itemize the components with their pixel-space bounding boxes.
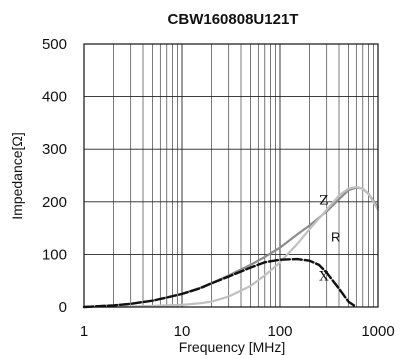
series-lines — [82, 186, 380, 309]
series-line-z — [82, 186, 380, 309]
series-annotation-x: X — [319, 270, 329, 285]
plot-frame — [83, 43, 379, 308]
x-axis-label: Frequency [MHz] — [179, 339, 286, 355]
series-annotation-r: R — [331, 229, 340, 244]
series-line-x — [82, 257, 358, 309]
x-tick-label: 100 — [267, 323, 292, 340]
y-tick-label: 0 — [59, 299, 67, 316]
grid-lines — [84, 44, 378, 307]
series-annotations: Z R X — [319, 193, 340, 284]
x-tick-label: 10 — [174, 323, 191, 340]
y-tick-label: 500 — [42, 36, 67, 53]
y-axis-label: Impedance[Ω] — [9, 132, 25, 220]
y-tick-label: 200 — [42, 194, 67, 211]
y-tick-label: 100 — [42, 246, 67, 263]
y-tick-label: 400 — [42, 89, 67, 106]
tick-labels: 1 10 100 1000 0 100 200 300 400 500 — [42, 36, 395, 340]
x-tick-label: 1 — [80, 323, 88, 340]
series-line-r — [82, 186, 380, 309]
chart-title: CBW160808U121T — [168, 11, 299, 28]
x-tick-label: 1000 — [361, 323, 394, 340]
y-tick-label: 300 — [42, 141, 67, 158]
series-annotation-z: Z — [319, 193, 328, 208]
